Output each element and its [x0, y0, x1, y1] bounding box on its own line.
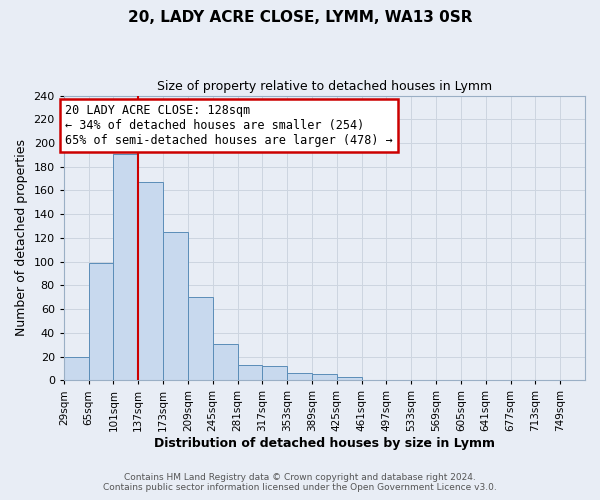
Bar — [64, 356, 89, 380]
Bar — [312, 374, 337, 380]
Bar — [337, 376, 362, 380]
Bar — [287, 373, 312, 380]
Bar — [163, 232, 188, 380]
Bar — [262, 366, 287, 380]
Bar — [213, 344, 238, 380]
Text: 20, LADY ACRE CLOSE, LYMM, WA13 0SR: 20, LADY ACRE CLOSE, LYMM, WA13 0SR — [128, 10, 472, 25]
Bar — [113, 154, 138, 380]
Text: Contains HM Land Registry data © Crown copyright and database right 2024.
Contai: Contains HM Land Registry data © Crown c… — [103, 473, 497, 492]
Bar — [238, 365, 262, 380]
Y-axis label: Number of detached properties: Number of detached properties — [15, 140, 28, 336]
Bar — [138, 182, 163, 380]
X-axis label: Distribution of detached houses by size in Lymm: Distribution of detached houses by size … — [154, 437, 495, 450]
Bar — [89, 263, 113, 380]
Text: 20 LADY ACRE CLOSE: 128sqm
← 34% of detached houses are smaller (254)
65% of sem: 20 LADY ACRE CLOSE: 128sqm ← 34% of deta… — [65, 104, 393, 147]
Bar — [188, 297, 213, 380]
Title: Size of property relative to detached houses in Lymm: Size of property relative to detached ho… — [157, 80, 492, 93]
